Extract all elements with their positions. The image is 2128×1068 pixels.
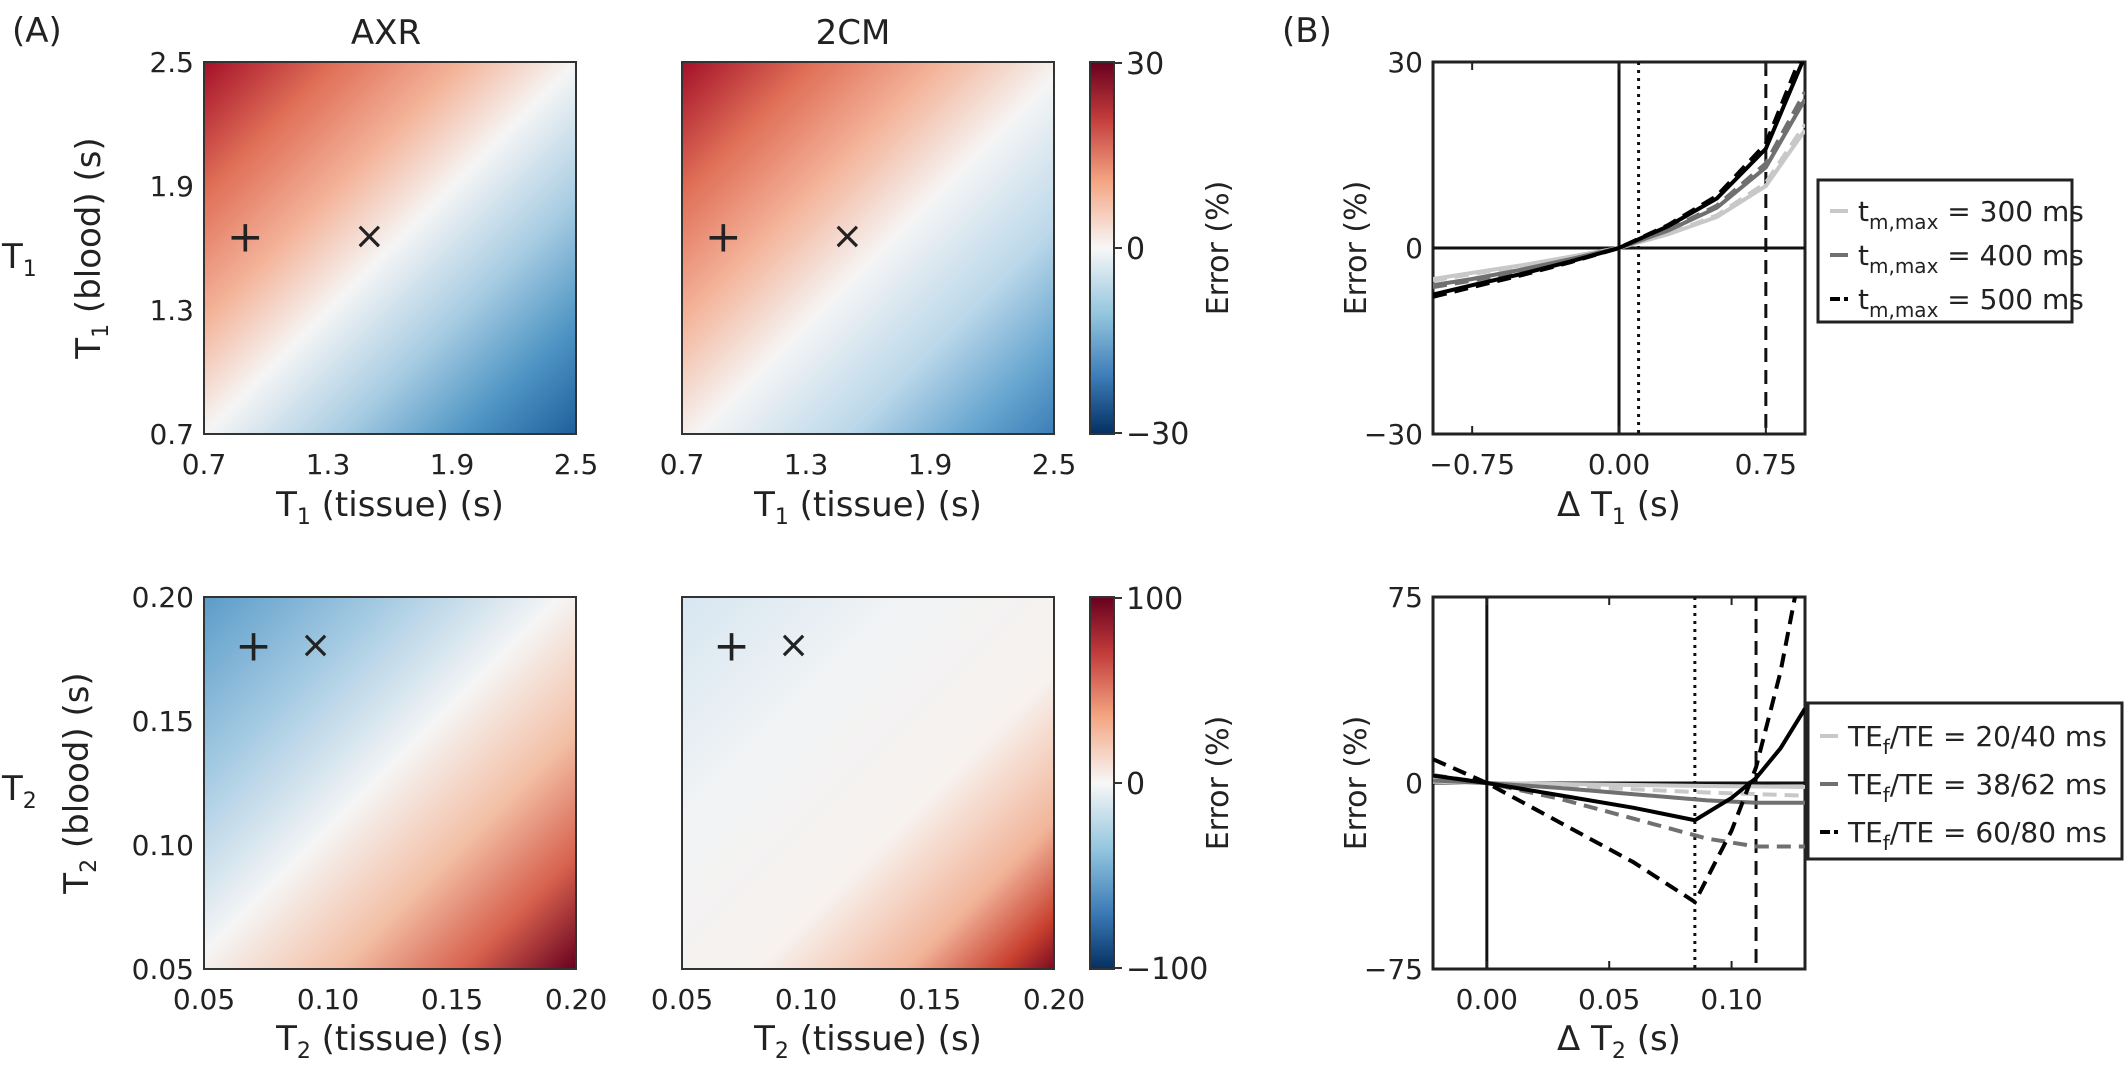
b-t2-y-tick-label: 0 (1405, 767, 1423, 800)
panel-label-b: (B) (1282, 11, 1332, 51)
heatmap-2cm-t1: + × 0.7 1.3 1.9 2.5 (660, 61, 1077, 481)
axr-t2-x-tick-label: 0.20 (545, 983, 607, 1016)
colorbar-t2-gradient (1089, 596, 1115, 970)
heatmap-2cm-t2-field (681, 596, 1055, 970)
colorbar-t1: 30 0 −30 Error (%) (1089, 47, 1236, 452)
2cm-t2-marker-plus: + (713, 621, 750, 672)
2cm-t2-x-tick-label: 0.20 (1023, 983, 1085, 1016)
column-title-2cm: 2CM (816, 13, 891, 53)
b-t2-y-tick-label: −75 (1364, 953, 1423, 986)
column-title-axr: AXR (351, 13, 421, 53)
2cm-t1-marker-plus: + (705, 212, 742, 263)
2cm-t1-x-tick-label: 1.9 (908, 448, 953, 481)
heatmap-2cm-t2: + × 0.05 0.10 0.15 0.20 (651, 596, 1085, 1016)
axr-t1-marker-cross: × (353, 214, 385, 258)
line-plot-delta-t2-ylabel: Error (%) (1339, 716, 1374, 851)
axr-t1-y-tick-label: 1.3 (149, 294, 194, 327)
axr-t2-x-tick-label: 0.10 (297, 983, 359, 1016)
b-t2-x-tick-label: 0.00 (1456, 983, 1518, 1016)
legend-delta-t2: TEf/TE = 20/40 ms TEf/TE = 38/62 ms TEf/TE… (1806, 701, 2124, 861)
b-t2-legend-label: TEf/TE = 20/40 ms (1847, 720, 2107, 759)
2cm-t2-x-tick-label: 0.05 (651, 983, 713, 1016)
2cm-t1-marker-cross: × (831, 214, 863, 258)
b-t1-x-tick-label: 0.00 (1588, 448, 1650, 481)
axr-t1-xlabel: T1 (tissue) (s) (275, 485, 504, 530)
2cm-t1-x-tick-label: 2.5 (1032, 448, 1077, 481)
axr-t1-marker-plus: + (227, 212, 264, 263)
axr-t2-y-tick-label: 0.05 (132, 953, 194, 986)
colorbar-t1-label: Error (%) (1201, 181, 1236, 316)
axr-t2-y-tick-label: 0.15 (132, 705, 194, 738)
colorbar-t1-tick-label-mid: 0 (1126, 232, 1145, 267)
colorbar-t1-tick-label-bottom: −30 (1126, 417, 1189, 452)
2cm-t1-xlabel: T1 (tissue) (s) (753, 485, 982, 530)
heatmap-2cm-t1-field (681, 61, 1055, 435)
2cm-t2-xlabel: T2 (tissue) (s) (753, 1019, 982, 1064)
b-t2-x-tick-label: 0.10 (1700, 983, 1762, 1016)
row-label-t1: T1 (1, 237, 37, 282)
axr-t2-ylabel: T2 (blood) (s) (57, 672, 102, 894)
b-t1-legend-label: tm,max = 500 ms (1858, 283, 2084, 322)
colorbar-t1-tick-label-top: 30 (1126, 47, 1164, 82)
2cm-t2-marker-cross: × (778, 623, 810, 667)
axr-t1-y-tick-label: 2.5 (149, 46, 194, 79)
colorbar-t2-label: Error (%) (1201, 716, 1236, 851)
b-t2-y-tick-label: 75 (1387, 581, 1423, 614)
b-t1-legend-label: tm,max = 400 ms (1858, 239, 2084, 278)
axr-t1-x-tick-label: 2.5 (554, 448, 599, 481)
axr-t1-x-tick-label: 1.9 (430, 448, 475, 481)
line-plot-delta-t2-xlabel: Δ T2 (s) (1557, 1019, 1681, 1064)
2cm-t1-x-tick-label: 0.7 (660, 448, 705, 481)
2cm-t2-x-tick-label: 0.15 (899, 983, 961, 1016)
legend-delta-t1: tm,max = 300 ms tm,max = 400 ms tm,max = 5… (1816, 178, 2084, 324)
axr-t2-y-tick-label: 0.10 (132, 829, 194, 862)
legend-delta-t1-box (1816, 178, 2074, 324)
heatmap-axr-t1: + × 0.7 1.3 1.9 2.5 0.7 1.3 1.9 2.5 (149, 46, 598, 481)
b-t1-y-tick-label: −30 (1364, 418, 1423, 451)
b-t1-series-line-dashed (1433, 90, 1805, 290)
b-t1-y-tick-label: 30 (1387, 46, 1423, 79)
b-t2-x-tick-label: 0.05 (1578, 983, 1640, 1016)
colorbar-t2: 100 0 −100 Error (%) (1089, 582, 1236, 987)
colorbar-t2-tick-label-top: 100 (1126, 582, 1183, 617)
heatmap-axr-t2-field (203, 596, 577, 970)
row-label-t2: T2 (1, 769, 37, 814)
b-t2-series-line-dashed (1433, 597, 1797, 905)
axr-t1-x-tick-label: 1.3 (306, 448, 351, 481)
axr-t1-y-tick-label: 1.9 (149, 170, 194, 203)
line-plot-delta-t1: −0.75 0.00 0.75 −30 0 30 Error (%) Δ T1 (s) (1339, 46, 1807, 530)
b-t2-series-line (1433, 707, 1805, 823)
axr-t2-y-tick-label: 0.20 (132, 581, 194, 614)
b-t1-x-tick-label: −0.75 (1429, 448, 1515, 481)
b-t1-series-line-dashed (1433, 62, 1801, 299)
line-plot-delta-t1-ylabel: Error (%) (1339, 181, 1374, 316)
panel-label-a: (A) (12, 11, 62, 51)
b-t2-legend-label: TEf/TE = 38/62 ms (1847, 768, 2107, 807)
axr-t2-x-tick-label: 0.15 (421, 983, 483, 1016)
heatmap-axr-t2: + × 0.05 0.10 0.15 0.20 0.05 0.10 0.15 0.20 (132, 581, 608, 1016)
colorbar-t1-gradient (1089, 61, 1115, 435)
b-t1-legend-label: tm,max = 300 ms (1858, 195, 2084, 234)
axr-t1-y-tick-label: 0.7 (149, 418, 194, 451)
axr-t1-x-tick-label: 0.7 (182, 448, 227, 481)
axr-t2-marker-plus: + (235, 621, 272, 672)
2cm-t1-x-tick-label: 1.3 (784, 448, 829, 481)
axr-t2-marker-cross: × (300, 623, 332, 667)
axr-t2-xlabel: T2 (tissue) (s) (275, 1019, 504, 1064)
axr-t1-ylabel: T1 (blood) (s) (69, 137, 114, 359)
2cm-t2-x-tick-label: 0.10 (775, 983, 837, 1016)
axr-t2-x-tick-label: 0.05 (173, 983, 235, 1016)
legend-delta-t2-box (1806, 701, 2124, 861)
b-t1-x-tick-label: 0.75 (1735, 448, 1797, 481)
colorbar-t2-tick-label-mid: 0 (1126, 767, 1145, 802)
heatmap-axr-t1-field (203, 61, 577, 435)
line-plot-delta-t2: 0.00 0.05 0.10 −75 0 75 Error (%) Δ T2 (s) (1339, 581, 1807, 1064)
colorbar-t2-tick-label-bottom: −100 (1126, 952, 1208, 987)
b-t1-y-tick-label: 0 (1405, 232, 1423, 265)
line-plot-delta-t1-xlabel: Δ T1 (s) (1557, 485, 1681, 530)
b-t2-legend-label: TEf/TE = 60/80 ms (1847, 816, 2107, 855)
